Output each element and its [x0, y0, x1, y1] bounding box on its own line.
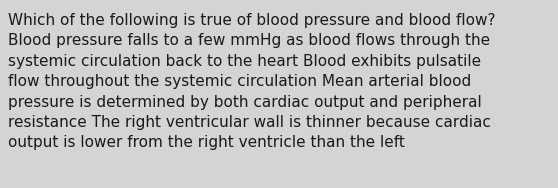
Text: Which of the following is true of blood pressure and blood flow?
Blood pressure : Which of the following is true of blood … — [8, 13, 496, 150]
